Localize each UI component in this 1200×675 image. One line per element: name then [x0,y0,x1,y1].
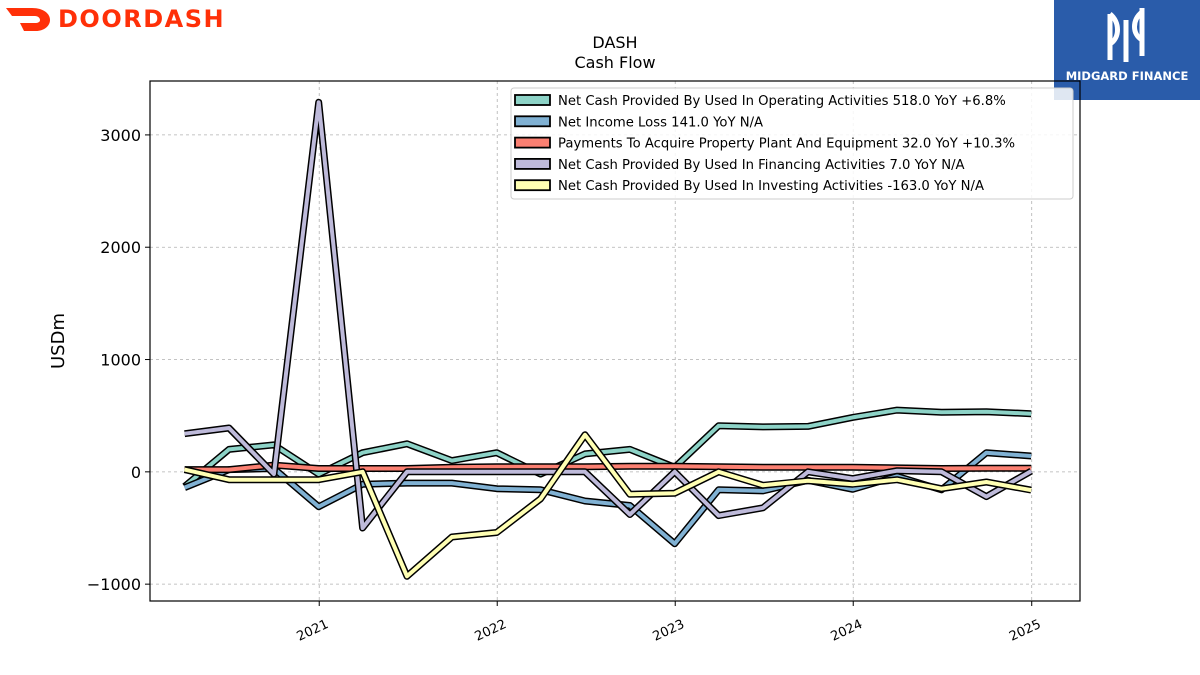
legend-entry: Net Income Loss 141.0 YoY N/A [558,115,763,130]
doordash-logo: DOORDASH [6,4,225,34]
doordash-logo-text: DOORDASH [58,5,226,33]
legend: Net Cash Provided By Used In Operating A… [510,87,1074,200]
y-tick-label: −1000 [87,575,141,594]
legend-entry: Net Cash Provided By Used In Operating A… [558,94,1006,109]
legend-swatch [514,136,551,149]
series-4 [183,431,1032,580]
legend-entry: Net Cash Provided By Used In Financing A… [558,158,965,173]
x-tick-label: 2022 [473,617,509,645]
plot-area-frame [149,80,1081,602]
legend-swatch [514,157,551,170]
legend-entry: Payments To Acquire Property Plant And E… [558,137,1015,152]
series-lines [182,98,1033,580]
midgard-logo-text: MIDGARD FINANCE [1065,69,1189,83]
legend-swatch [514,115,551,128]
y-tick-label: 2000 [100,238,141,257]
legend-box [510,87,1074,200]
y-tick-label: 0 [131,463,141,482]
x-axis-ticks: 2021 2022 2023 2024 2025 [295,601,1043,645]
y-axis-label: USDm [48,313,69,369]
x-tick-label: 2025 [1007,617,1043,645]
chart-subtitle: Cash Flow [574,53,655,72]
y-axis-ticks: −1000 0 1000 2000 3000 [87,126,150,594]
series-line [184,100,1033,530]
series-3 [184,98,1033,532]
legend-entry: Net Cash Provided By Used In Investing A… [558,179,984,194]
x-tick-label: 2021 [295,617,331,645]
chart-title: DASH [592,33,637,52]
series-line [184,432,1032,579]
y-tick-label: 3000 [100,126,141,145]
legend-swatch [514,94,551,106]
midgard-finance-logo: MIDGARD FINANCE [1054,0,1200,100]
x-tick-label: 2023 [651,617,687,645]
y-tick-label: 1000 [100,351,141,370]
legend-swatch [514,179,551,192]
midgard-emblem-icon [1107,8,1145,62]
x-tick-label: 2024 [829,617,865,645]
doordash-chevron-icon [6,8,50,31]
